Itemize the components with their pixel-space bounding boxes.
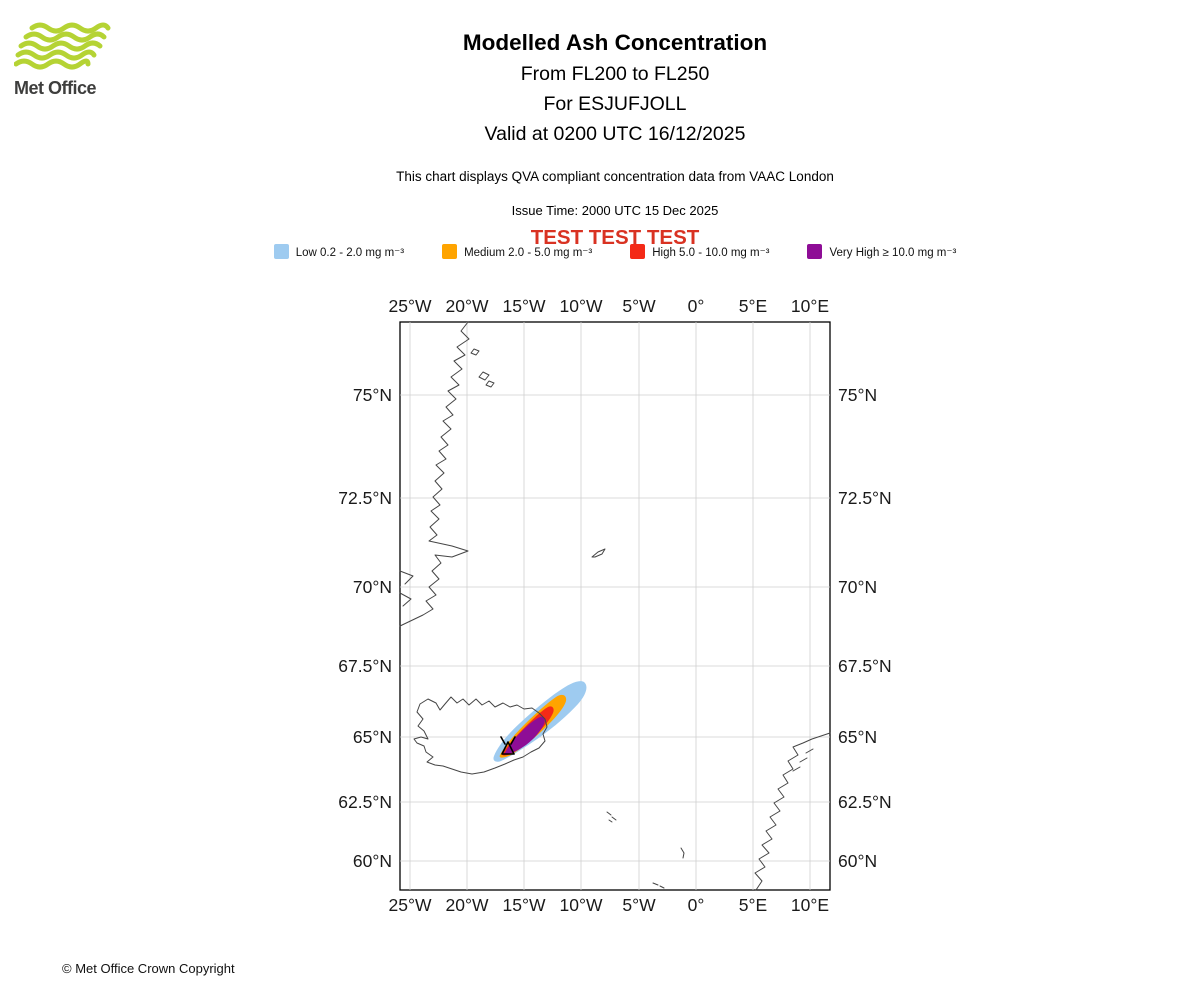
met-office-logo-text: Met Office (14, 78, 97, 98)
x-tick-label-top: 15°W (503, 296, 546, 316)
ash-concentration-map: 25°W 20°W 15°W 10°W 5°W 0° 5°E 10°E 25°W… (338, 296, 892, 915)
x-tick-label-bottom: 5°E (739, 895, 767, 915)
legend-item-medium: Medium 2.0 - 5.0 mg m⁻³ (442, 244, 592, 259)
x-tick-label-bottom: 20°W (446, 895, 489, 915)
y-tick-label-right: 65°N (838, 727, 877, 747)
x-tick-label-bottom: 15°W (503, 895, 546, 915)
page-title: Modelled Ash Concentration (462, 30, 768, 55)
graticule-grid (400, 322, 830, 890)
islands-faroe (606, 811, 617, 823)
logo-wave (18, 40, 103, 52)
ash-contour-very-high (504, 716, 545, 754)
x-tick-label-top: 20°W (446, 296, 489, 316)
header: Modelled Ash Concentration From FL200 to… (30, 30, 1200, 250)
test-banner: TEST TEST TEST (530, 226, 700, 249)
logo-wave (29, 22, 111, 34)
y-tick-label-left: 70°N (353, 577, 392, 597)
legend-label-low: Low 0.2 - 2.0 mg m⁻³ (295, 246, 405, 259)
compliance-note: This chart displays QVA compliant concen… (396, 169, 834, 184)
legend-item-low: Low 0.2 - 2.0 mg m⁻³ (273, 244, 405, 259)
x-tick-label-top: 10°W (560, 296, 603, 316)
y-tick-label-right: 75°N (838, 385, 877, 405)
logo-wave (15, 49, 97, 61)
x-tick-label-bottom: 0° (688, 895, 705, 915)
met-office-logo: Met Office (13, 20, 134, 99)
crown-copyright: © Met Office Crown Copyright (62, 961, 235, 976)
volcano-name-line: For ESJUFJOLL (543, 93, 687, 115)
y-tick-label-left: 72.5°N (338, 488, 392, 508)
legend-label-very-high: Very High ≥ 10.0 mg m⁻³ (829, 246, 957, 259)
y-tick-label-right: 72.5°N (838, 488, 892, 508)
x-tick-label-bottom: 10°W (560, 895, 603, 915)
islands-shetland (680, 847, 685, 859)
y-tick-label-left: 65°N (353, 727, 392, 747)
volcano-symbol-vents (500, 736, 516, 745)
flight-level-line: From FL200 to FL250 (520, 63, 710, 85)
coastline-norway (754, 732, 831, 891)
x-tick-label-top: 10°E (791, 296, 829, 316)
legend-swatch-very-high (807, 244, 823, 259)
valid-time-line: Valid at 0200 UTC 16/12/2025 (484, 123, 746, 145)
concentration-legend: Low 0.2 - 2.0 mg m⁻³ Medium 2.0 - 5.0 mg… (30, 244, 1200, 259)
met-office-logo-waves (13, 22, 111, 70)
map-frame (399, 321, 831, 891)
legend-item-high: High 5.0 - 10.0 mg m⁻³ (630, 244, 769, 259)
x-tick-label-bottom: 10°E (791, 895, 829, 915)
y-tick-label-left: 60°N (353, 851, 392, 871)
logo-wave (13, 58, 91, 70)
legend-item-very-high: Very High ≥ 10.0 mg m⁻³ (807, 244, 956, 259)
legend-swatch-high (630, 244, 646, 259)
legend-swatch-low (273, 244, 289, 259)
y-tick-label-right: 67.5°N (838, 656, 892, 676)
x-tick-label-top: 5°W (622, 296, 656, 316)
legend-label-medium: Medium 2.0 - 5.0 mg m⁻³ (464, 246, 593, 259)
y-tick-label-left: 62.5°N (338, 792, 392, 812)
x-tick-label-top: 5°E (739, 296, 767, 316)
y-tick-label-left: 75°N (353, 385, 392, 405)
volcano-symbol (501, 741, 515, 755)
coastline-iceland (413, 696, 548, 775)
legend-label-high: High 5.0 - 10.0 mg m⁻³ (652, 246, 770, 259)
coastline-greenland-fjords (399, 570, 414, 607)
island-jan-mayen (591, 548, 606, 558)
y-tick-label-right: 62.5°N (838, 792, 892, 812)
greenland-offshore-islands (470, 348, 495, 388)
x-tick-label-top: 25°W (389, 296, 432, 316)
x-tick-label-bottom: 25°W (389, 895, 432, 915)
logo-wave (23, 31, 107, 43)
x-tick-label-bottom: 5°W (622, 895, 656, 915)
issue-time: Issue Time: 2000 UTC 15 Dec 2025 (511, 203, 719, 218)
y-tick-label-left: 67.5°N (338, 656, 392, 676)
y-tick-label-right: 70°N (838, 577, 877, 597)
x-tick-label-top: 0° (688, 296, 705, 316)
islands-orkney (652, 882, 665, 889)
norway-offshore-islands (792, 748, 814, 772)
y-tick-label-right: 60°N (838, 851, 877, 871)
legend-swatch-medium (442, 244, 458, 259)
coastline-greenland (399, 321, 470, 627)
